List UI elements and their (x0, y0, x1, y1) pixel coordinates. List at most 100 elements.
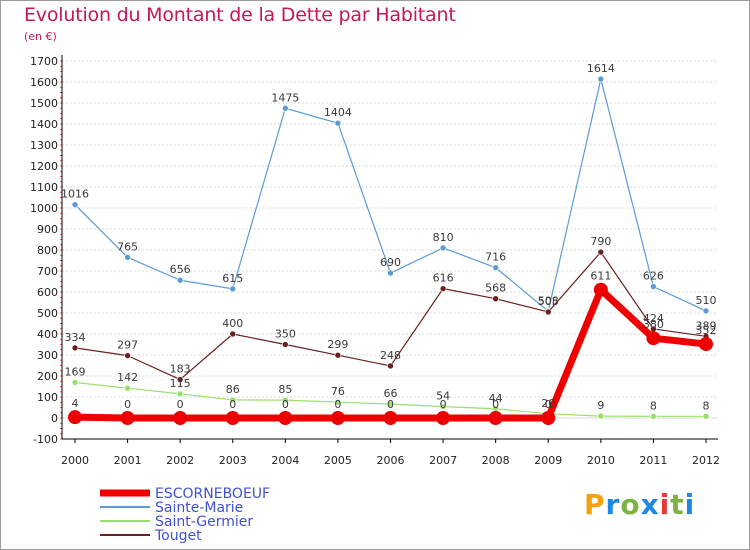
data-point-touget (176, 376, 184, 383)
data-label-escorneboeuf: 0 (124, 398, 131, 411)
data-label-touget: 568 (485, 282, 506, 295)
series-line-sainte_marie (74, 78, 707, 312)
logo-letter: o (620, 488, 641, 521)
data-label-saint_germier: 66 (384, 387, 398, 400)
data-point-touget (544, 308, 552, 316)
y-tick-label: 100 (37, 391, 58, 404)
data-point-touget (492, 295, 499, 303)
data-point-sainte_marie (176, 276, 184, 284)
data-label-saint_germier: 115 (170, 377, 191, 390)
data-point-escorneboeuf (541, 411, 556, 425)
data-label-saint_germier: 54 (436, 390, 450, 403)
data-label-touget: 790 (590, 235, 611, 248)
data-point-sainte_marie (282, 104, 289, 112)
data-label-escorneboeuf: 0 (282, 398, 289, 411)
data-point-sainte_marie (124, 254, 131, 261)
data-label-touget: 424 (643, 312, 664, 325)
data-point-saint_germier (597, 412, 605, 420)
x-tick-label: 2009 (534, 454, 562, 467)
data-point-touget (229, 330, 237, 338)
y-tick-label: 800 (37, 244, 58, 257)
y-tick-label: 1600 (30, 76, 58, 89)
proxiti-logo: Proxiti (584, 488, 695, 521)
y-tick-label: 1700 (30, 55, 58, 68)
data-point-escorneboeuf (593, 282, 608, 297)
y-tick-label: -100 (33, 433, 58, 446)
data-point-saint_germier (124, 384, 131, 392)
data-label-touget: 616 (433, 272, 454, 285)
data-label-sainte_marie: 690 (380, 256, 401, 269)
data-point-touget (334, 351, 342, 359)
data-point-touget (439, 285, 447, 292)
data-label-touget: 248 (380, 349, 401, 362)
data-label-touget: 505 (538, 295, 559, 308)
data-label-escorneboeuf: 0 (229, 398, 236, 411)
y-tick-label: 1500 (30, 97, 58, 110)
data-label-saint_germier: 9 (597, 399, 604, 412)
data-point-saint_germier (387, 400, 394, 408)
data-point-escorneboeuf (68, 410, 82, 425)
data-point-escorneboeuf (699, 337, 713, 352)
y-tick-label: 1100 (30, 181, 58, 194)
data-point-sainte_marie (702, 307, 710, 315)
data-point-escorneboeuf (225, 411, 240, 425)
data-label-escorneboeuf: 611 (590, 270, 611, 283)
data-point-sainte_marie (650, 283, 657, 290)
data-point-sainte_marie (597, 75, 605, 83)
data-label-saint_germier: 44 (489, 392, 503, 405)
data-point-touget (597, 248, 605, 256)
data-point-touget (71, 344, 79, 352)
data-point-saint_germier (176, 390, 184, 398)
data-point-escorneboeuf (330, 411, 345, 425)
data-label-escorneboeuf: 0 (334, 398, 341, 411)
data-label-saint_germier: 169 (65, 366, 86, 379)
data-point-sainte_marie (334, 119, 342, 127)
y-tick-label: 400 (37, 328, 58, 341)
data-label-saint_germier: 8 (650, 399, 657, 412)
data-label-touget: 299 (327, 338, 348, 351)
x-tick-label: 2008 (482, 454, 510, 467)
data-point-saint_germier (282, 396, 289, 404)
logo-letter: i (684, 488, 696, 521)
x-tick-label: 2003 (219, 454, 247, 467)
x-tick-label: 2010 (587, 454, 615, 467)
chart-title: Evolution du Montant de la Dette par Hab… (24, 4, 456, 26)
y-tick-label: 300 (37, 349, 58, 362)
data-label-escorneboeuf: 352 (696, 324, 717, 337)
data-label-touget: 183 (170, 363, 191, 376)
data-point-escorneboeuf (488, 411, 503, 425)
logo-letter: t (670, 488, 685, 521)
x-tick-label: 2001 (114, 454, 142, 467)
data-label-sainte_marie: 615 (222, 272, 243, 285)
data-label-sainte_marie: 510 (696, 294, 717, 307)
data-point-sainte_marie (492, 264, 499, 271)
data-point-sainte_marie (229, 285, 237, 293)
data-point-sainte_marie (387, 269, 394, 277)
data-label-saint_germier: 76 (331, 385, 345, 398)
data-label-touget: 334 (65, 331, 86, 344)
data-point-saint_germier (439, 403, 447, 410)
logo-letter: i (659, 488, 671, 521)
data-label-sainte_marie: 508 (538, 294, 559, 307)
legend-label-escorneboeuf: ESCORNEBOEUF (155, 486, 270, 502)
y-tick-label: 1000 (30, 202, 58, 215)
data-label-saint_germier: 85 (278, 383, 292, 396)
chart-unit: (en €) (24, 30, 57, 43)
data-point-touget (282, 341, 289, 348)
legend-label-sainte_marie: Sainte-Marie (155, 500, 243, 516)
data-label-sainte_marie: 1016 (61, 188, 89, 201)
data-label-sainte_marie: 1475 (271, 91, 299, 104)
y-tick-label: 1200 (30, 160, 58, 173)
data-label-sainte_marie: 656 (170, 263, 191, 276)
data-point-saint_germier (702, 413, 710, 420)
data-point-escorneboeuf (120, 411, 135, 425)
data-label-escorneboeuf: 0 (545, 398, 552, 411)
legend-label-saint_germier: Saint-Germier (155, 514, 253, 530)
data-point-escorneboeuf (278, 411, 293, 425)
data-point-escorneboeuf (173, 411, 188, 425)
x-tick-label: 2007 (429, 454, 457, 467)
x-tick-label: 2004 (271, 454, 299, 467)
data-point-touget (387, 362, 394, 370)
y-tick-label: 1300 (30, 139, 58, 152)
